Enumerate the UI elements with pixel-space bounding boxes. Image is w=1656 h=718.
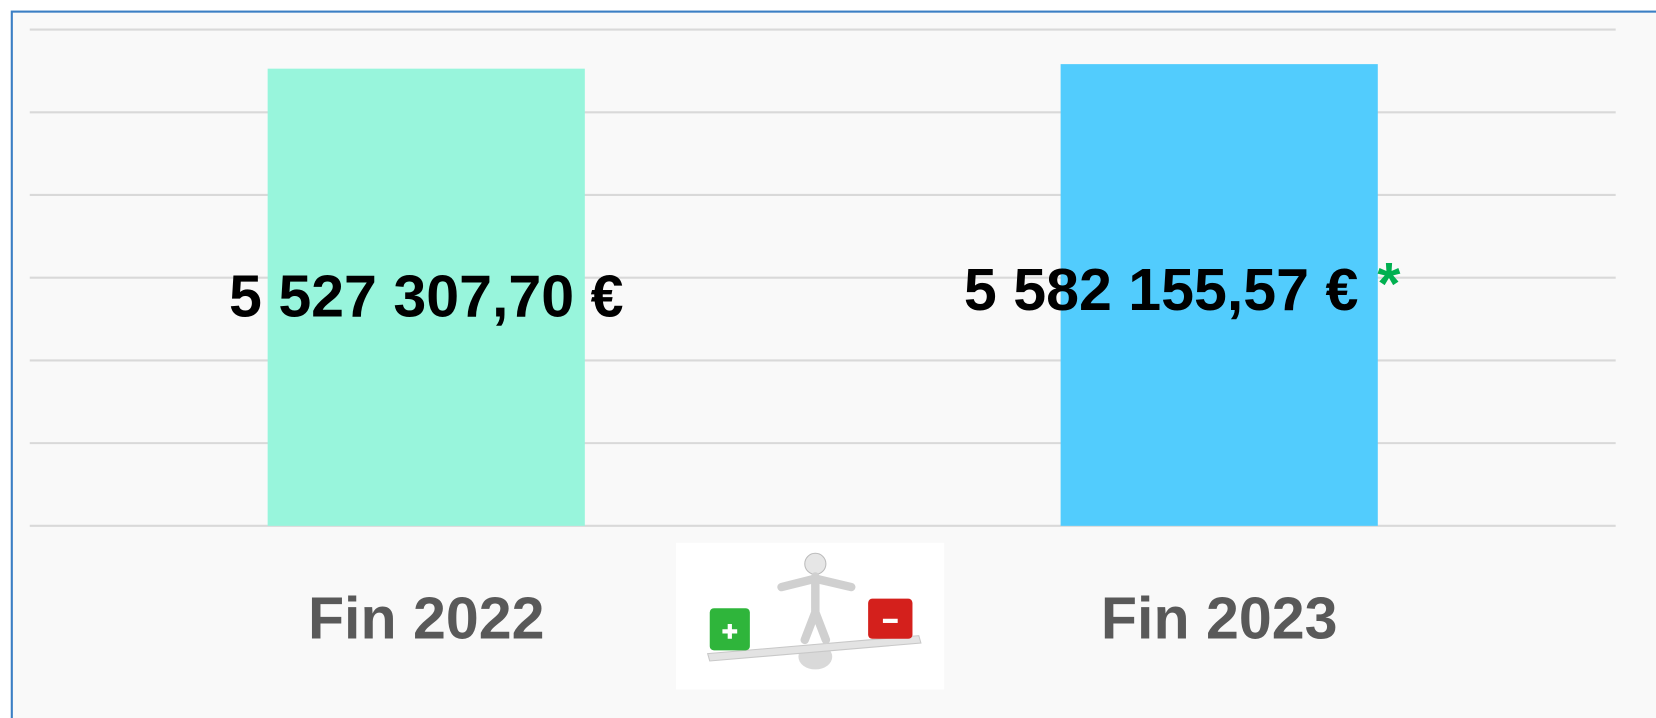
- value-label: 5 582 155,57 €: [964, 256, 1358, 323]
- balance-icon: [676, 543, 944, 690]
- value-label: 5 527 307,70 €: [229, 263, 623, 330]
- icon-head: [805, 553, 826, 574]
- x-tick-label: Fin 2023: [1101, 585, 1338, 652]
- page: {"chart_data": {"type": "bar", "categori…: [0, 0, 1656, 718]
- x-tick-label: Fin 2022: [308, 585, 545, 652]
- chart: Fin 2022 5 527 307,70 € Fin 2023 5 582 155,…: [0, 0, 1656, 718]
- annotation: *: [1377, 250, 1400, 317]
